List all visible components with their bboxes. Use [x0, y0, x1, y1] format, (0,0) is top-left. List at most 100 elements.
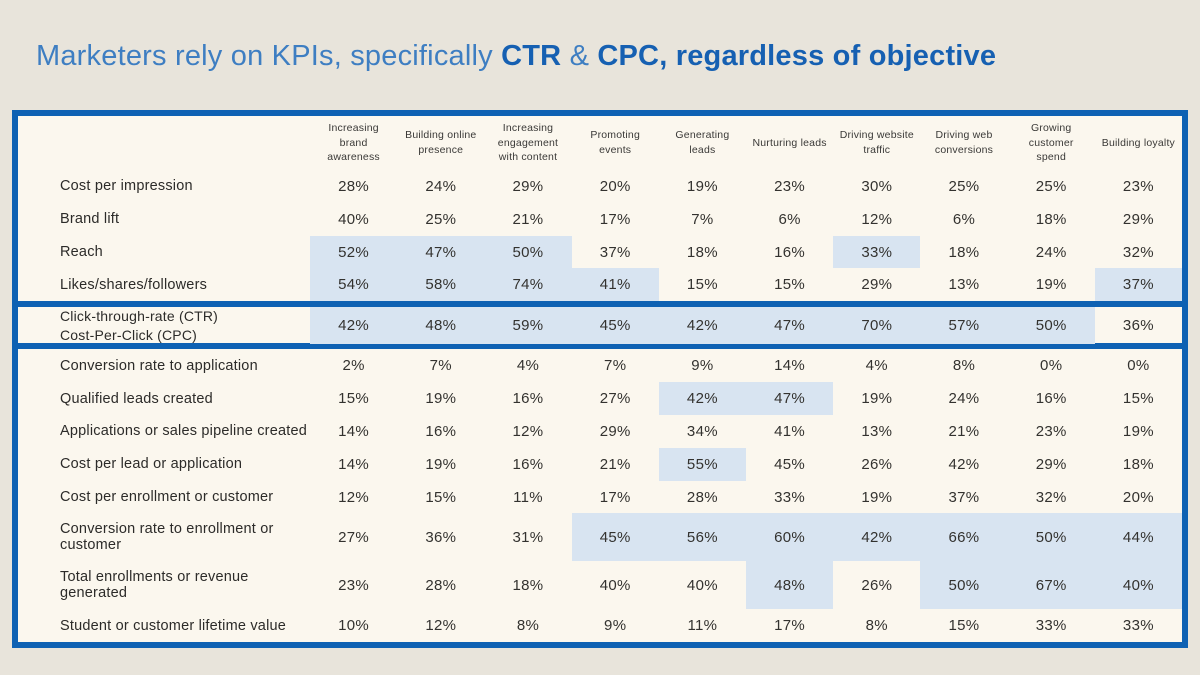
value-cell: 25% [1035, 177, 1067, 195]
value-cell: 16% [425, 422, 457, 440]
value-cell: 7% [691, 210, 714, 228]
kpi-table: Increasing brand awareness Building onlin… [12, 110, 1188, 648]
value-cell: 41% [774, 422, 806, 440]
value-cell: 48% [745, 561, 834, 610]
title-light-segment: Marketers rely on KPIs, specifically [36, 40, 502, 72]
value-cell: 21% [599, 455, 631, 473]
row-label: Conversion rate to application [60, 357, 258, 374]
value-cell: 25% [948, 177, 980, 195]
value-cell: 16% [774, 243, 806, 261]
value-cell: 20% [1122, 488, 1154, 506]
value-cell: 14% [338, 455, 370, 473]
column-header: Building online presence [405, 129, 477, 156]
value-cell: 42% [310, 307, 398, 344]
value-cell: 12% [512, 422, 544, 440]
value-cell: 32% [1122, 243, 1154, 261]
value-cell: 29% [1035, 455, 1067, 473]
value-cell: 29% [512, 177, 544, 195]
value-cell: 15% [686, 276, 718, 294]
value-cell: 57% [920, 307, 1008, 344]
value-cell: 7% [429, 357, 452, 375]
value-cell: 19% [1035, 276, 1067, 294]
value-cell: 9% [604, 617, 627, 635]
value-cell: 45% [774, 455, 806, 473]
column-header: Growing customer spend [1028, 121, 1074, 164]
row-label-line2: Cost-Per-Click (CPC) [60, 326, 197, 343]
value-cell: 24% [1035, 243, 1067, 261]
value-cell: 27% [338, 528, 370, 546]
value-cell: 50% [1007, 307, 1095, 344]
row-label: Student or customer lifetime value [60, 617, 287, 634]
value-cell: 16% [512, 455, 544, 473]
value-cell: 50% [484, 235, 572, 269]
value-cell: 42% [948, 455, 980, 473]
value-cell: 23% [1035, 422, 1067, 440]
value-cell: 41% [571, 268, 659, 302]
value-cell: 15% [774, 276, 806, 294]
value-cell: 47% [745, 307, 834, 344]
corner-cell [18, 116, 310, 170]
value-cell: 45% [571, 307, 659, 344]
table-row: Total enrollments or revenue generated 23… [18, 561, 1182, 610]
value-cell: 21% [512, 210, 544, 228]
value-cell: 19% [425, 455, 457, 473]
value-cell: 45% [571, 513, 659, 562]
value-cell: 18% [948, 243, 980, 261]
value-cell: 54% [310, 268, 398, 302]
row-label: Brand lift [60, 211, 120, 228]
column-header: Increasing brand awareness [327, 121, 380, 164]
title-ctr-segment: CTR [501, 40, 562, 72]
value-cell: 40% [1094, 561, 1182, 610]
value-cell: 28% [338, 177, 370, 195]
value-cell: 30% [861, 177, 893, 195]
value-cell: 15% [338, 390, 370, 408]
value-cell: 14% [338, 422, 370, 440]
value-cell: 6% [952, 210, 976, 228]
value-cell: 31% [512, 528, 544, 546]
table-header-row: Increasing brand awareness Building onlin… [18, 116, 1182, 170]
value-cell: 42% [658, 382, 746, 415]
value-cell: 7% [604, 357, 627, 375]
table-row: Brand lift 40% 25% 21% 17% 7% 6% 12% 6% 18% 29% [18, 203, 1182, 236]
table-row: Qualified leads created 15% 19% 16% 27% 42% 47… [18, 382, 1182, 415]
row-label: Click-through-rate (CTR) Cost-Per-Click (… [18, 307, 310, 343]
row-label: Qualified leads created [60, 390, 213, 407]
value-cell: 42% [658, 307, 746, 344]
value-cell: 8% [952, 357, 976, 375]
value-cell: 28% [425, 576, 457, 594]
value-cell: 26% [861, 455, 893, 473]
value-cell: 23% [774, 177, 806, 195]
value-cell: 28% [686, 488, 718, 506]
value-cell: 60% [745, 513, 834, 562]
value-cell: 48% [397, 307, 485, 344]
row-label: Cost per enrollment or customer [60, 489, 274, 506]
row-label: Conversion rate to enrollment or custome… [60, 521, 274, 554]
row-label: Total enrollments or revenue generated [60, 569, 249, 602]
value-cell: 33% [1035, 617, 1067, 635]
value-cell: 36% [425, 528, 457, 546]
column-header: Driving web conversions [934, 129, 994, 156]
value-cell: 15% [1122, 390, 1154, 408]
ctr-cpc-row: Click-through-rate (CTR) Cost-Per-Click (… [12, 301, 1188, 350]
value-cell: 29% [1122, 210, 1154, 228]
row-label: Cost per lead or application [60, 456, 243, 473]
value-cell: 16% [1035, 390, 1067, 408]
value-cell: 18% [512, 576, 544, 594]
value-cell: 47% [397, 235, 485, 269]
value-cell: 17% [599, 488, 631, 506]
value-cell: 11% [687, 617, 718, 635]
value-cell: 37% [948, 488, 980, 506]
column-header: Nurturing leads [752, 136, 827, 149]
row-label: Cost per impression [60, 178, 193, 195]
value-cell: 4% [516, 357, 540, 375]
column-header: Building loyalty [1101, 136, 1176, 149]
value-cell: 20% [599, 177, 631, 195]
value-cell: 12% [861, 210, 893, 228]
value-cell: 19% [686, 177, 718, 195]
value-cell: 19% [861, 390, 893, 408]
value-cell: 33% [833, 235, 921, 269]
value-cell: 56% [658, 513, 746, 562]
value-cell: 19% [861, 488, 893, 506]
value-cell: 29% [861, 276, 893, 294]
value-cell: 37% [599, 243, 631, 261]
